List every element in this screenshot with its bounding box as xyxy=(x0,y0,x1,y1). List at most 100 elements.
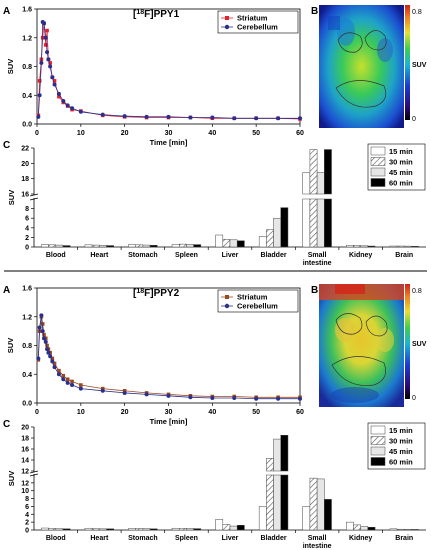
cerebellum-point xyxy=(188,395,193,400)
striatum-point xyxy=(52,361,57,366)
y-tick-label: 12 xyxy=(21,469,29,476)
colorbar-unit-label: SUV xyxy=(412,62,427,69)
bar xyxy=(411,246,419,248)
cerebellum-point xyxy=(65,103,70,108)
bar xyxy=(360,245,369,248)
series-line-striatum xyxy=(37,23,301,120)
cerebellum-point xyxy=(39,60,44,65)
cerebellum-point xyxy=(210,395,215,400)
striatum-point xyxy=(42,332,46,337)
pet-image-ppy2 xyxy=(319,284,404,407)
panel-a-title: [18F]PPY1 xyxy=(133,9,180,20)
y-tick-label: 0.4 xyxy=(22,93,32,100)
legend-swatch xyxy=(370,167,386,177)
cerebellum-point xyxy=(298,116,302,121)
striatum-point xyxy=(43,43,48,47)
bar xyxy=(91,528,100,531)
bar xyxy=(316,478,325,531)
bar xyxy=(360,526,369,531)
panel-c-letter: C xyxy=(3,140,10,151)
cerebellum-point xyxy=(70,383,75,388)
bar xyxy=(353,524,361,531)
bar xyxy=(41,244,49,248)
legend-label: 45 min xyxy=(389,447,413,456)
bar xyxy=(91,244,100,248)
bar xyxy=(48,244,57,248)
cerebellum-point xyxy=(50,359,55,364)
bar xyxy=(273,474,282,531)
bar xyxy=(142,528,151,531)
striatum-point xyxy=(65,377,70,382)
y-axis-label: SUV xyxy=(7,471,16,486)
legend-label: 15 min xyxy=(389,147,413,156)
bar xyxy=(171,527,180,531)
bar xyxy=(258,506,267,531)
colorbar-max-label: 0.8 xyxy=(412,288,422,295)
category-label: Kidney xyxy=(349,252,372,259)
bar xyxy=(193,244,202,248)
legend-swatch xyxy=(370,146,386,156)
axis-break-mark xyxy=(29,197,39,201)
y-tick-label: 0.8 xyxy=(22,343,32,350)
y-tick-label: 14 xyxy=(21,458,29,465)
cerebellum-point xyxy=(100,112,105,117)
bar xyxy=(178,243,187,248)
cerebellum-point xyxy=(65,380,70,385)
category-label: Spleen xyxy=(175,535,198,542)
legend-swatch xyxy=(370,436,386,445)
cerebellum-point xyxy=(188,115,193,120)
bar xyxy=(266,458,274,472)
striatum-point xyxy=(57,94,61,99)
bar xyxy=(236,240,245,248)
cerebellum-point xyxy=(210,115,215,120)
cerebellum-point xyxy=(45,50,50,55)
bar xyxy=(193,528,202,531)
bar xyxy=(346,521,354,531)
bar xyxy=(346,245,354,248)
colorbar-max-label: 0.8 xyxy=(412,9,422,16)
legend-label: 30 min xyxy=(389,158,413,167)
panel-a-title: [18F]PPY2 xyxy=(133,288,180,299)
y-tick-label: 22 xyxy=(21,146,29,153)
category-label: intestine xyxy=(303,543,332,550)
series-line-cerebellum xyxy=(37,20,300,119)
cerebellum-point xyxy=(166,114,171,119)
cerebellum-point xyxy=(276,116,281,121)
colorbar-unit-label: SUV xyxy=(412,341,427,348)
x-tick-label: 30 xyxy=(165,130,173,137)
x-tick-label: 10 xyxy=(77,409,85,416)
legend-label: 15 min xyxy=(389,426,413,435)
y-tick-label: 18 xyxy=(21,436,29,443)
category-label: Liver xyxy=(222,252,239,259)
bar xyxy=(302,172,311,195)
cerebellum-point xyxy=(56,372,61,377)
striatum-point xyxy=(100,386,105,391)
category-label: Kidney xyxy=(349,535,372,542)
colorbar-ppy1: 0.8 SUV 0 xyxy=(405,5,427,123)
bar xyxy=(106,245,114,248)
x-tick-label: 0 xyxy=(35,409,39,416)
legend-swatch xyxy=(370,157,386,166)
bar xyxy=(99,245,107,248)
bar xyxy=(302,506,311,531)
legend-label: 45 min xyxy=(389,168,413,177)
y-tick-label: 4 xyxy=(25,512,29,519)
category-label: Spleen xyxy=(175,252,198,259)
bar xyxy=(309,198,318,248)
bar xyxy=(236,525,245,531)
bar xyxy=(142,244,151,248)
legend-swatch xyxy=(370,457,386,466)
colorbar-ppy2: 0.8 SUV 0 xyxy=(405,284,427,402)
legend-swatch xyxy=(370,425,386,435)
bar xyxy=(273,438,282,472)
bar xyxy=(62,245,71,248)
bar-chart-ppy1: 0 2 4 6 8 16 18 20 22 SUV Blood Heart Stomach Spleen L… xyxy=(7,143,426,267)
section-ppy1: A [18F]PPY1 0 10 20 30 40 50 600.00.40.81.21.6… xyxy=(3,5,427,267)
cerebellum-point xyxy=(122,390,127,395)
panel-b-letter: B xyxy=(311,6,318,17)
bar xyxy=(273,217,282,248)
category-label: Brain xyxy=(395,252,413,259)
bar xyxy=(222,239,231,248)
x-axis-label: Time [min] xyxy=(150,417,188,426)
